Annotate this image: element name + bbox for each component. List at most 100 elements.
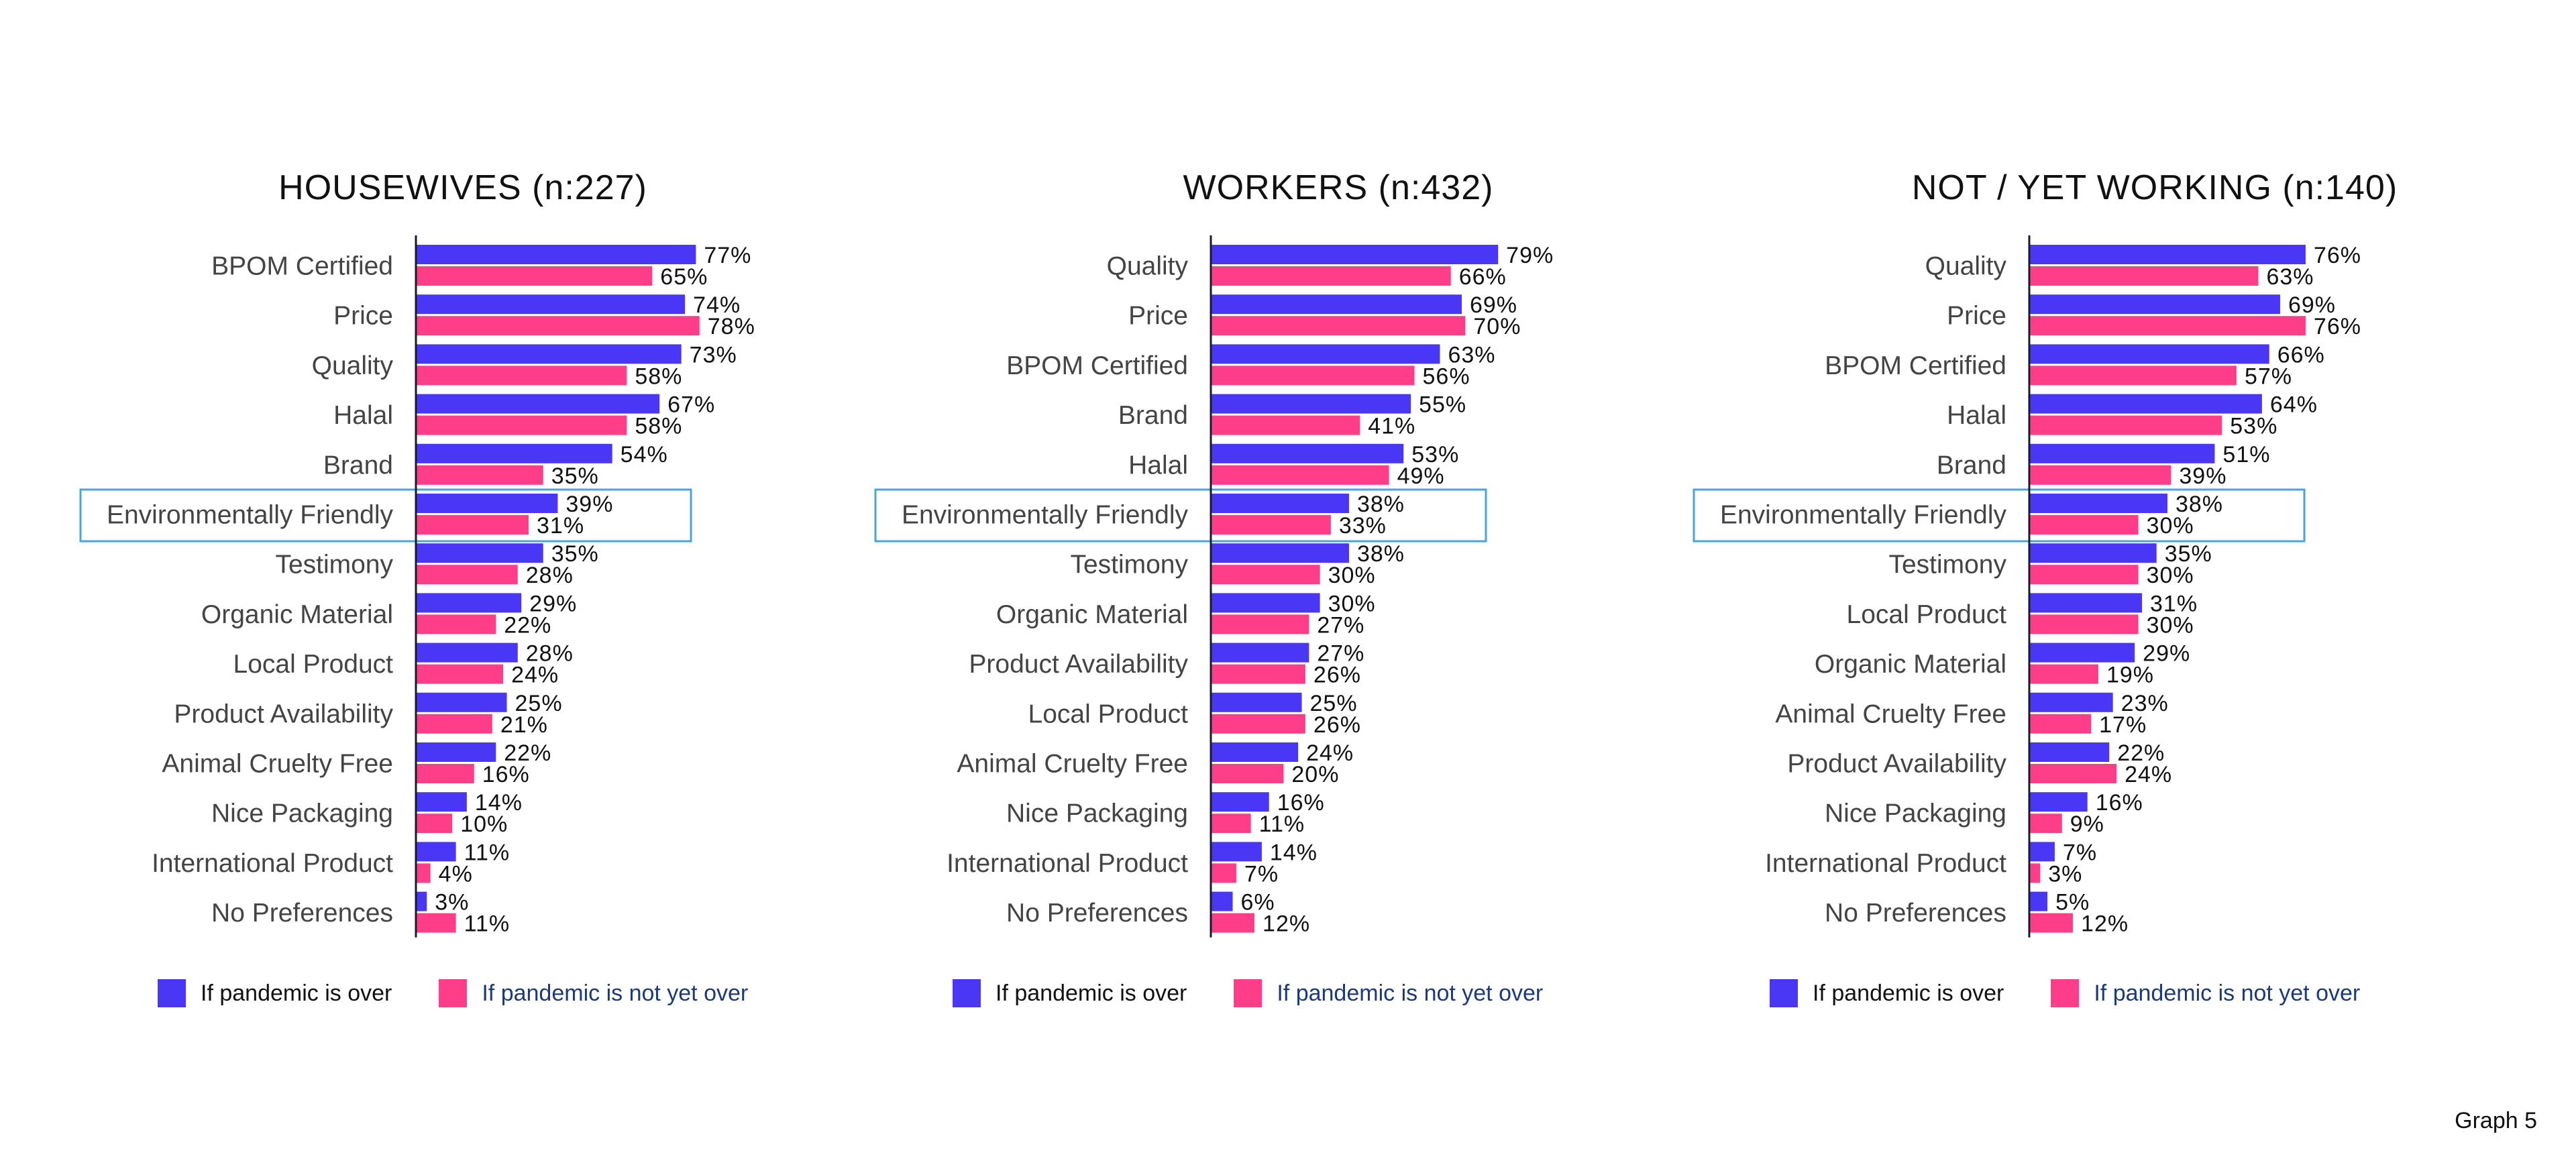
bar-pandemic-not-over [1211,366,1415,386]
legend-item-pandemic-over: If pandemic is over [953,979,1187,1007]
bar-pandemic-over [2029,344,2269,364]
legend-label: If pandemic is over [201,980,392,1006]
category-label: No Preferences [1825,899,2006,928]
category-label: Price [333,302,393,331]
category-label: Animal Cruelty Free [162,750,393,779]
bar-pandemic-not-over [1211,316,1466,336]
data-label: 21% [500,712,548,738]
bar-pandemic-not-over [416,266,653,286]
data-label: 20% [1291,762,1339,787]
data-label: 54% [621,442,668,467]
bar-pandemic-not-over [1211,913,1255,933]
data-label: 73% [690,342,737,368]
category-label: Testimony [1070,551,1188,579]
bar-pandemic-not-over [2029,714,2092,734]
bar-pandemic-over [2029,593,2143,613]
data-label: 24% [1306,740,1354,766]
category-label: BPOM Certified [1006,351,1188,380]
bar-pandemic-over [1211,792,1269,812]
data-label: 27% [1317,612,1364,638]
data-label: 79% [1506,243,1554,268]
bar-pandemic-not-over [416,664,504,684]
bar-pandemic-over [2029,842,2055,862]
data-label: 26% [1313,663,1361,688]
legend-label: If pandemic is over [1813,980,2004,1006]
data-label: 77% [704,243,751,268]
data-label: 38% [2176,492,2223,517]
legend-swatch [1234,979,1263,1007]
chart-legend: If pandemic is over If pandemic is not ye… [158,979,795,1007]
data-label: 23% [2121,691,2169,716]
data-label: 30% [2147,513,2194,539]
bar-pandemic-not-over [416,764,474,783]
bar-pandemic-over [1211,543,1349,563]
category-label: Local Product [233,650,394,679]
bar-pandemic-not-over [2029,913,2074,933]
bar-pandemic-not-over [1211,714,1305,734]
legend-swatch [2051,979,2080,1007]
data-label: 41% [1368,414,1415,439]
bar-pandemic-not-over [2029,465,2171,485]
category-label: Halal [333,401,393,430]
legend-item-pandemic-not-over: If pandemic is not yet over [439,979,748,1007]
data-label: 63% [1448,342,1495,368]
bar-pandemic-not-over [416,565,518,585]
category-label: Organic Material [1815,650,2006,679]
category-label: Quality [1925,252,2007,281]
data-label: 35% [2165,541,2212,567]
data-label: 66% [2277,342,2325,368]
data-label: 39% [2179,463,2226,489]
data-label: 76% [2314,243,2361,268]
bar-pandemic-over [416,891,427,911]
data-label: 29% [529,591,577,616]
data-label: 67% [667,392,715,418]
data-label: 58% [635,363,682,389]
bar-pandemic-over [416,443,612,463]
data-label: 30% [1328,563,1376,588]
category-label: Halal [1128,451,1188,480]
bar-pandemic-over [416,842,456,862]
bar-pandemic-over [1211,842,1262,862]
bar-pandemic-not-over [2029,814,2062,834]
category-label: International Product [152,849,393,878]
bar-pandemic-over [2029,494,2167,513]
legend-item-pandemic-over: If pandemic is over [158,979,392,1007]
legend-label: If pandemic is not yet over [482,980,749,1006]
data-label: 16% [2096,790,2143,816]
data-label: 26% [1313,712,1361,738]
data-label: 31% [537,513,584,539]
category-label: Local Product [1847,600,2007,629]
data-label: 64% [2270,392,2318,418]
data-label: 76% [2314,314,2361,339]
data-label: 24% [2125,762,2172,787]
data-label: 35% [551,463,599,489]
chart-legend: If pandemic is over If pandemic is not ye… [953,979,1590,1007]
bar-pandemic-over [416,792,467,812]
bar-pandemic-over [2029,245,2306,264]
data-label: 11% [464,840,511,865]
category-label: Product Availability [969,650,1188,679]
bar-pandemic-over [416,294,686,315]
category-label: Animal Cruelty Free [1775,700,2006,728]
data-label: 16% [482,762,530,787]
bar-pandemic-not-over [1211,863,1236,883]
data-label: 30% [2147,563,2194,588]
bar-pandemic-not-over [2029,664,2098,684]
category-label: Organic Material [201,600,393,629]
graph-footnote: Graph 5 [2455,1108,2537,1133]
category-label: BPOM Certified [211,252,393,281]
data-label: 10% [460,812,508,837]
bar-pandemic-not-over [416,814,453,834]
data-label: 6% [1241,890,1275,915]
bar-pandemic-over [1211,494,1349,513]
legend-item-pandemic-not-over: If pandemic is not yet over [2051,979,2360,1007]
bar-pandemic-not-over [2029,366,2237,386]
data-label: 11% [1259,812,1305,837]
bar-pandemic-not-over [416,366,627,386]
bar-pandemic-not-over [416,515,529,535]
legend-item-pandemic-not-over: If pandemic is not yet over [1234,979,1543,1007]
bar-pandemic-over [416,245,696,264]
category-label: International Product [1765,849,2006,878]
